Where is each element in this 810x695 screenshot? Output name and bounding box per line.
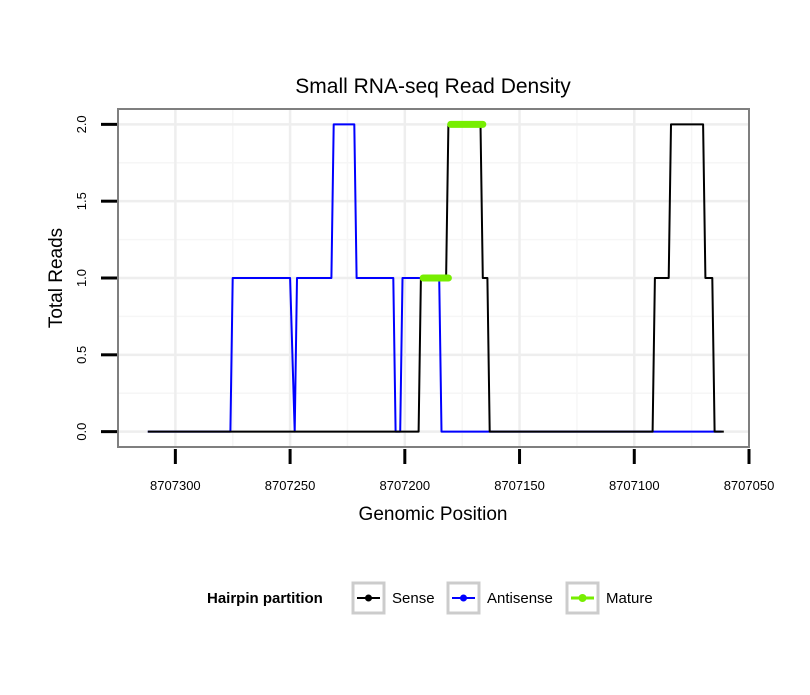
x-tick-label: 8707250	[265, 478, 316, 493]
legend-key-box	[565, 581, 600, 615]
legend-key-dot	[578, 594, 587, 602]
x-tick-label: 8707100	[609, 478, 660, 493]
y-tick-label: 0.5	[74, 346, 89, 364]
legend-key-dot	[365, 594, 372, 602]
x-tick-label: 8707200	[380, 478, 431, 493]
legend-item-mature: Mature	[565, 581, 653, 615]
legend-label-mature: Mature	[606, 590, 653, 607]
y-axis: 0.0 0.5 1.0 1.5 2.0	[74, 115, 117, 441]
x-tick-label: 8707150	[494, 478, 545, 493]
legend-key-dot	[460, 594, 467, 602]
x-axis-label: Genomic Position	[359, 504, 508, 525]
legend-item-sense: Sense	[351, 581, 435, 615]
legend-title: Hairpin partition	[207, 590, 323, 607]
y-tick-label: 1.0	[74, 269, 89, 287]
data-series	[147, 120, 724, 433]
legend-label-sense: Sense	[392, 590, 435, 607]
legend-label-antisense: Antisense	[487, 590, 553, 607]
x-tick-label: 8707050	[724, 478, 775, 493]
y-tick-label: 1.5	[74, 192, 89, 210]
plot-border	[117, 108, 750, 448]
legend: Hairpin partition Sense Antisense Mature	[207, 581, 653, 615]
legend-key-box	[351, 581, 386, 615]
legend-key-box	[446, 581, 481, 615]
x-tick-label: 8707300	[150, 478, 201, 493]
legend-item-antisense: Antisense	[446, 581, 553, 615]
x-axis: 8707300 8707250 8707200 8707150 8707100 87070…	[150, 449, 774, 493]
y-tick-label: 0.0	[74, 423, 89, 441]
y-axis-label: Total Reads	[46, 228, 67, 328]
chart-title: Small RNA-seq Read Density	[295, 75, 571, 98]
y-tick-label: 2.0	[74, 115, 89, 133]
